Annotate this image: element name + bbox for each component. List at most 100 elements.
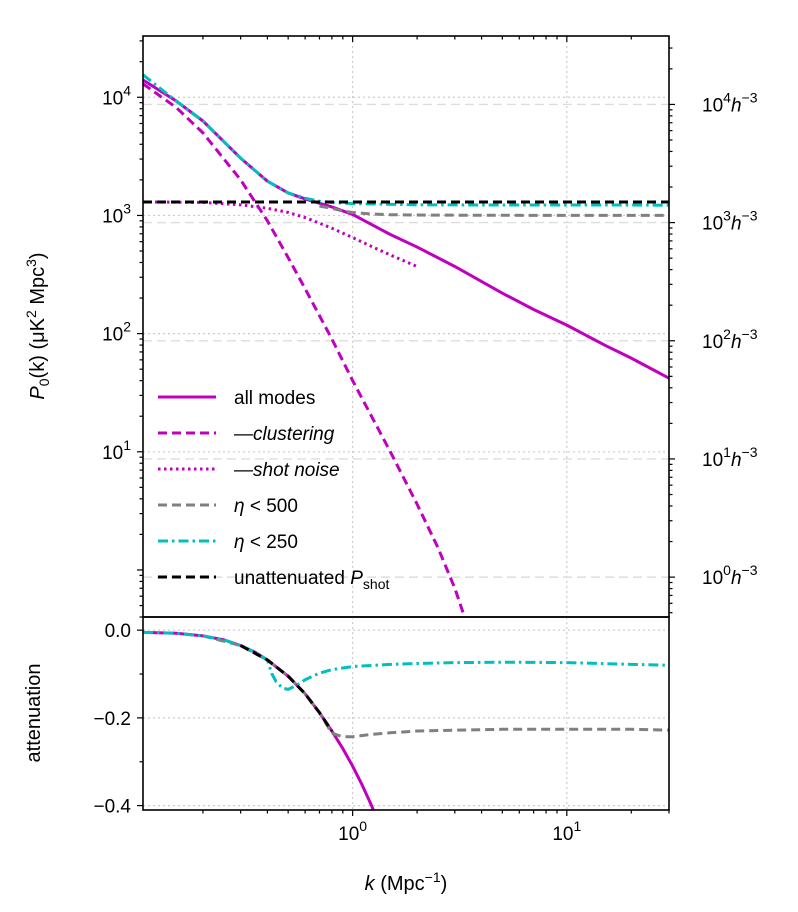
y2-tick-exp: 1 (723, 444, 731, 460)
y2-tick-unit: h (731, 95, 742, 116)
series-line (319, 204, 669, 217)
top-y-axis-title: P0(k) (μK2 Mpc3) (23, 252, 52, 399)
y-tick-exp: 4 (123, 82, 131, 98)
legend-text-part: clustering (253, 424, 335, 445)
y2-tick-base: 10 (702, 95, 723, 116)
y-tick-exp: 3 (123, 200, 131, 216)
bottom-grid (143, 617, 669, 810)
ylabel-main: P (27, 386, 49, 400)
ylabel-tail: (k) (μK (27, 317, 49, 378)
top-axes-frame (142, 35, 670, 618)
series-line (143, 630, 375, 810)
y2-tick-base: 10 (702, 568, 723, 589)
y-tick-label: 103 (102, 200, 131, 227)
y-tick-label: 0.0 (105, 621, 131, 642)
y2-tick-unit: h (731, 214, 742, 235)
y2-tick-unit: h (731, 332, 742, 353)
series-line (143, 630, 669, 691)
legend-label: all modes (234, 388, 315, 409)
series-line (143, 73, 669, 207)
y2-tick-label: 100h−3 (702, 562, 758, 589)
legend-text-part: < 250 (245, 532, 298, 553)
series-line (143, 82, 466, 615)
ylabel-sup2: 3 (23, 259, 39, 267)
x-tick-exp: 0 (359, 818, 367, 834)
series-line (143, 200, 418, 268)
y2-tick-label: 102h−3 (702, 326, 758, 353)
series-line (202, 634, 669, 739)
y-tick-base: 10 (102, 325, 123, 346)
legend-text-part: < 500 (245, 496, 298, 517)
ylabel-end: ) (27, 252, 49, 259)
y2-tick-unit-exp: −3 (742, 444, 758, 460)
y2-tick-label: 104h−3 (702, 89, 758, 116)
y-tick-label: 101 (102, 437, 131, 464)
x-tick-label: 101 (552, 818, 581, 845)
legend-label: η < 500 (234, 496, 298, 517)
legend-label: unattenuated Pshot (234, 568, 389, 592)
ylabel-sub: 0 (36, 378, 52, 386)
top-grid (143, 36, 669, 617)
y-tick-label: 104 (102, 82, 131, 109)
top-series (143, 73, 669, 615)
ylabel-tail2: Mpc (27, 267, 49, 310)
x-tick-base: 10 (552, 824, 573, 845)
x-axis-title: k (Mpc−1) (365, 869, 448, 895)
y2-tick-unit-exp: −3 (742, 562, 758, 578)
legend-label: —clustering (234, 424, 335, 445)
y2-tick-unit: h (731, 450, 742, 471)
bottom-y-ticks: 0.0 −0.2 −0.4 (93, 621, 143, 818)
y2-tick-unit-exp: −3 (742, 89, 758, 105)
y2-tick-label: 101h−3 (702, 444, 758, 471)
bottom-y-axis-title: attenuation (23, 664, 45, 763)
y2-tick-exp: 2 (723, 326, 731, 342)
y2-tick-exp: 3 (723, 208, 731, 224)
x-tick-exp: 1 (573, 818, 581, 834)
legend-text-part: shot noise (253, 460, 340, 481)
y-tick-exp: 1 (123, 437, 131, 453)
y2-tick-base: 10 (702, 332, 723, 353)
y2-tick-base: 10 (702, 450, 723, 471)
x-tick-label: 100 (338, 818, 367, 845)
legend-dash: — (234, 424, 253, 445)
y2-tick-exp: 0 (723, 562, 731, 578)
bottom-axes-frame (142, 616, 670, 811)
legend-subscript: shot (363, 576, 390, 592)
y2-tick-unit: h (731, 568, 742, 589)
y-tick-base: 10 (102, 206, 123, 227)
legend-label: —shot noise (234, 460, 340, 481)
xlabel-sup: −1 (425, 869, 441, 885)
y-tick-label: −0.4 (93, 797, 131, 818)
legend-text-part: all modes (234, 388, 315, 409)
y2-tick-unit-exp: −3 (742, 326, 758, 342)
legend-symbol: η (234, 496, 245, 517)
legend-text-part: unattenuated (234, 568, 350, 589)
y2-tick-exp: 4 (723, 89, 731, 105)
legend-label: η < 250 (234, 532, 298, 553)
bottom-x-ticks: 100 101 (202, 36, 670, 845)
xlabel-tail: (Mpc (375, 873, 425, 895)
y-tick-label: −0.2 (93, 709, 131, 730)
y2-tick-label: 103h−3 (702, 208, 758, 235)
legend-symbol: P (350, 568, 363, 589)
xlabel-end: ) (441, 873, 448, 895)
xlabel-main: k (365, 873, 376, 895)
y-tick-exp: 2 (123, 319, 131, 335)
bottom-series (143, 630, 669, 810)
ylabel-sup: 2 (23, 310, 39, 318)
y-tick-base: 10 (102, 443, 123, 464)
y-tick-base: 10 (102, 88, 123, 109)
legend-dash: — (234, 460, 253, 481)
y2-tick-base: 10 (702, 214, 723, 235)
series-line (143, 78, 669, 380)
y2-tick-unit-exp: −3 (742, 208, 758, 224)
y-tick-label: 102 (102, 319, 131, 346)
legend-symbol: η (234, 532, 245, 553)
x-tick-base: 10 (338, 824, 359, 845)
attenuation-panel: 0.0−0.2−0.4 100 101 attenuation k (Mpc−1) (23, 36, 670, 895)
